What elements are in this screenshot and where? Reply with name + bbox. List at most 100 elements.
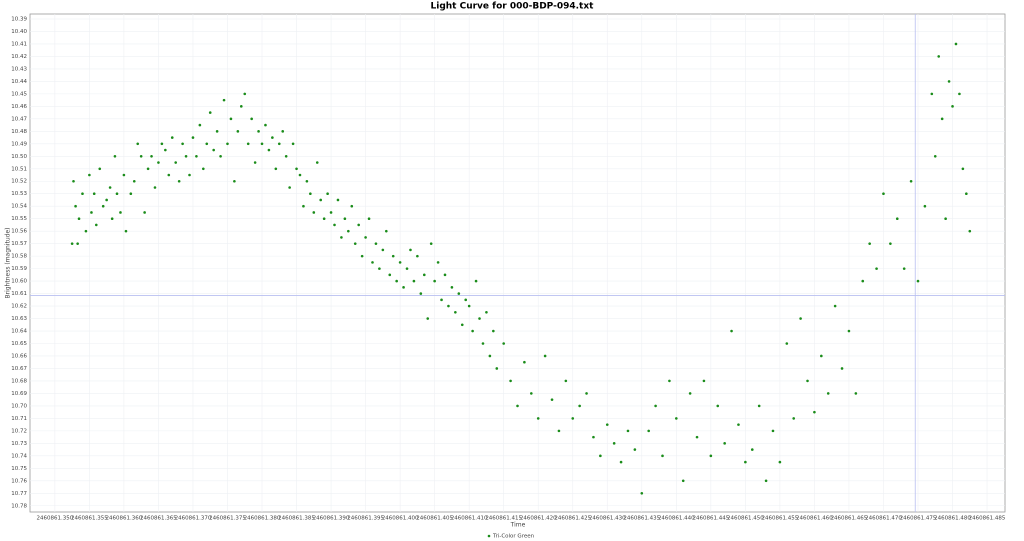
data-point xyxy=(395,279,398,283)
y-tick-label: 10.76 xyxy=(11,478,27,484)
data-point xyxy=(291,142,295,146)
data-point xyxy=(481,342,485,345)
data-point xyxy=(474,279,478,283)
y-tick-label: 10.55 xyxy=(11,216,27,222)
y-tick-label: 10.58 xyxy=(11,254,27,260)
data-point xyxy=(333,223,336,227)
data-point xyxy=(447,304,450,308)
y-tick-label: 10.78 xyxy=(11,503,27,509)
data-point xyxy=(124,229,128,233)
y-axis-label: Brightness (magnitude) xyxy=(5,227,12,298)
y-tick-label: 10.68 xyxy=(11,378,27,384)
data-point xyxy=(402,286,405,289)
data-point xyxy=(378,267,381,270)
data-point xyxy=(115,192,119,196)
y-tick-label: 10.72 xyxy=(11,428,27,434)
legend-label: Tri-Color Green xyxy=(492,534,535,540)
data-point xyxy=(250,117,253,121)
y-tick-label: 10.59 xyxy=(11,266,27,272)
y-tick-label: 10.47 xyxy=(11,116,27,122)
data-point xyxy=(668,379,671,383)
data-point xyxy=(940,117,944,121)
x-tick-label: 2460861.460 xyxy=(796,516,833,522)
data-point xyxy=(353,242,357,245)
data-point xyxy=(167,173,171,177)
data-point xyxy=(398,261,402,264)
data-point xyxy=(257,130,260,133)
data-point xyxy=(364,236,367,239)
data-point xyxy=(429,242,433,245)
data-point xyxy=(409,248,412,252)
data-point xyxy=(309,192,312,196)
data-point xyxy=(219,154,222,158)
data-point xyxy=(654,404,657,408)
data-point xyxy=(260,142,264,146)
data-point xyxy=(160,142,164,146)
data-point xyxy=(94,223,98,227)
data-point xyxy=(422,273,426,277)
data-point xyxy=(233,179,236,183)
data-point xyxy=(81,192,84,196)
data-point xyxy=(460,323,464,327)
data-point xyxy=(771,429,775,433)
y-tick-label: 10.51 xyxy=(11,166,27,172)
data-point xyxy=(110,217,114,220)
data-point xyxy=(132,179,136,183)
data-point xyxy=(119,211,122,214)
y-tick-label: 10.49 xyxy=(11,141,27,147)
data-point xyxy=(347,229,350,233)
y-tick-label: 10.61 xyxy=(11,291,27,297)
data-point xyxy=(543,354,547,358)
data-point xyxy=(436,261,440,264)
x-tick-label: 2460861.415 xyxy=(485,516,522,522)
data-point xyxy=(101,204,105,208)
data-point xyxy=(281,130,285,133)
data-point xyxy=(350,204,354,208)
data-point xyxy=(170,136,174,139)
data-point xyxy=(312,211,316,214)
data-point xyxy=(478,317,481,320)
data-point xyxy=(709,454,713,458)
data-point xyxy=(764,479,768,483)
legend-marker xyxy=(487,534,491,538)
data-point xyxy=(329,211,333,214)
data-point xyxy=(277,142,281,146)
data-point xyxy=(813,410,816,414)
data-point xyxy=(454,311,457,314)
data-point xyxy=(882,192,885,196)
data-point xyxy=(198,123,202,127)
data-point xyxy=(305,179,309,183)
data-point xyxy=(77,217,81,220)
data-point xyxy=(947,80,951,83)
data-point xyxy=(188,173,191,177)
data-point xyxy=(239,105,243,108)
data-point xyxy=(388,273,392,277)
data-point xyxy=(222,98,226,102)
data-point xyxy=(271,136,274,139)
data-point xyxy=(72,179,75,183)
data-point xyxy=(840,367,844,370)
y-tick-label: 10.45 xyxy=(11,91,27,97)
data-point xyxy=(70,242,74,245)
data-point xyxy=(626,429,630,433)
x-tick-label: 2460861.470 xyxy=(865,516,902,522)
data-point xyxy=(730,329,733,333)
data-point xyxy=(509,379,512,383)
data-point xyxy=(319,198,323,202)
data-point xyxy=(205,142,209,146)
data-point xyxy=(916,279,920,283)
y-tick-label: 10.46 xyxy=(11,104,27,110)
data-point xyxy=(164,148,167,152)
y-tick-label: 10.53 xyxy=(11,191,27,197)
y-tick-label: 10.40 xyxy=(11,29,27,35)
data-point xyxy=(675,417,678,420)
y-tick-label: 10.74 xyxy=(11,453,27,459)
y-tick-label: 10.70 xyxy=(11,403,27,409)
x-tick-label: 2460861.455 xyxy=(762,516,799,522)
data-point xyxy=(184,154,188,158)
data-point xyxy=(492,329,495,333)
y-tick-label: 10.56 xyxy=(11,229,27,235)
y-tick-label: 10.54 xyxy=(11,204,27,210)
data-point xyxy=(226,142,229,146)
data-point xyxy=(195,154,198,158)
